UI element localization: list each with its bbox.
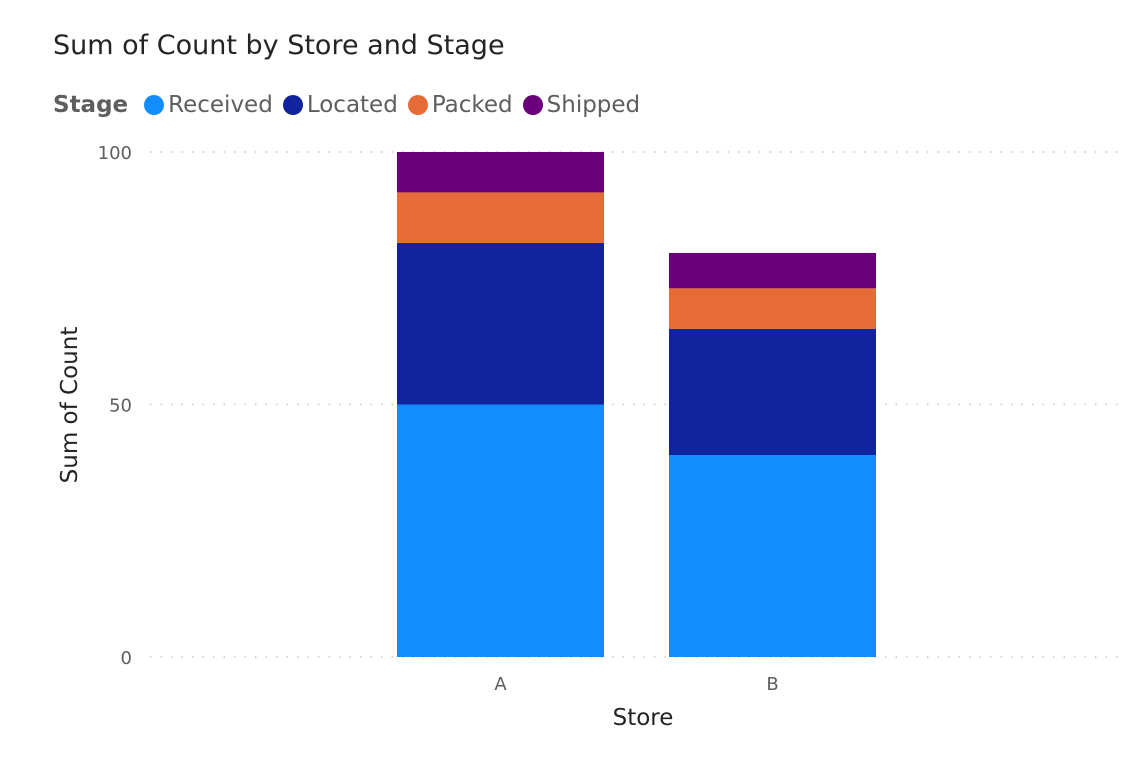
legend-title: Stage: [53, 92, 129, 118]
legend-label-packed: Packed: [431, 92, 513, 118]
legend-marker-packed: [407, 95, 428, 115]
legend-item-received[interactable]: Received: [144, 92, 273, 118]
legend-marker-located: [282, 95, 303, 115]
legend-marker-shipped: [522, 95, 543, 115]
bar-b-received[interactable]: [669, 455, 876, 657]
y-tick-label: 100: [98, 143, 132, 164]
legend-label-received: Received: [168, 92, 273, 118]
legend-label-located: Located: [306, 92, 398, 118]
bar-b-packed[interactable]: [669, 288, 876, 329]
bar-a-packed[interactable]: [397, 192, 604, 243]
bar-a-shipped[interactable]: [397, 152, 604, 193]
legend: Stage Received Located Packed Shipped: [53, 92, 650, 118]
bars: [397, 152, 876, 657]
chart-title: Sum of Count by Store and Stage: [53, 30, 505, 61]
bar-a-received[interactable]: [397, 404, 604, 658]
legend-item-shipped[interactable]: Shipped: [522, 92, 641, 118]
gridlines: [150, 151, 1125, 658]
y-axis-ticks: 0 50 100: [98, 143, 132, 669]
y-tick-label: 0: [121, 648, 132, 669]
bar-a-located[interactable]: [397, 242, 604, 405]
y-tick-label: 50: [109, 396, 132, 417]
legend-marker-received: [144, 95, 165, 115]
legend-label-shipped: Shipped: [546, 92, 641, 118]
legend-item-located[interactable]: Located: [282, 92, 398, 118]
x-tick-label: B: [766, 674, 778, 695]
bar-b-located[interactable]: [669, 328, 876, 455]
x-tick-label: A: [494, 674, 507, 695]
bar-b-shipped[interactable]: [669, 253, 876, 289]
x-axis-title: Store: [613, 705, 674, 731]
legend-item-packed[interactable]: Packed: [407, 92, 513, 118]
y-axis-title: Sum of Count: [57, 327, 83, 484]
